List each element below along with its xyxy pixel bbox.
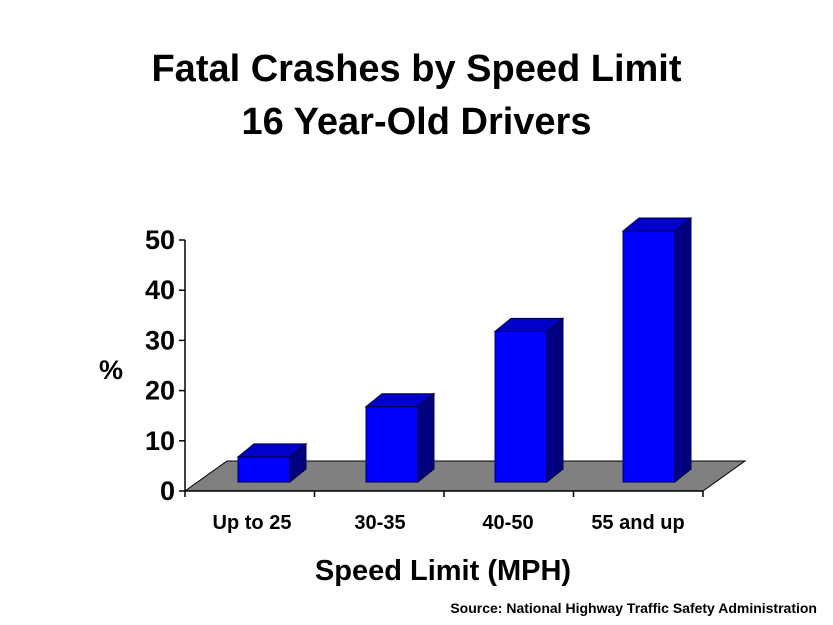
bar-side — [417, 392, 435, 484]
x-axis-title: Speed Limit (MPH) — [315, 555, 571, 587]
chart-subtitle: 16 Year-Old Drivers — [241, 101, 592, 143]
bar-front — [494, 330, 548, 483]
source-note: Source: National Highway Traffic Safety … — [450, 600, 817, 616]
bar — [364, 392, 436, 484]
bar-top — [364, 393, 436, 408]
y-tick-label: 20 — [145, 376, 175, 406]
y-tick-label: 0 — [160, 476, 175, 506]
bar-top — [493, 317, 565, 332]
x-tick-label: 55 and up — [591, 512, 684, 534]
chart-title: Fatal Crashes by Speed Limit — [151, 48, 682, 90]
bar-front — [365, 406, 419, 483]
bar — [236, 442, 308, 484]
bar — [493, 317, 565, 484]
bar-top — [621, 217, 693, 232]
y-tick-label: 50 — [145, 225, 175, 255]
y-axis-title: % — [99, 355, 123, 385]
bar-front — [237, 456, 291, 483]
y-tick-label: 10 — [145, 426, 175, 456]
x-tick-label: 40-50 — [482, 512, 533, 534]
x-tick-label: Up to 25 — [213, 512, 292, 534]
y-tick-label: 40 — [145, 275, 175, 305]
bar-side — [546, 317, 564, 484]
bar-front — [622, 230, 676, 483]
bar — [621, 216, 693, 484]
bar-side — [674, 216, 692, 484]
bar-top — [236, 443, 308, 458]
y-tick-label: 30 — [145, 325, 175, 355]
x-tick-label: 30-35 — [354, 512, 405, 534]
